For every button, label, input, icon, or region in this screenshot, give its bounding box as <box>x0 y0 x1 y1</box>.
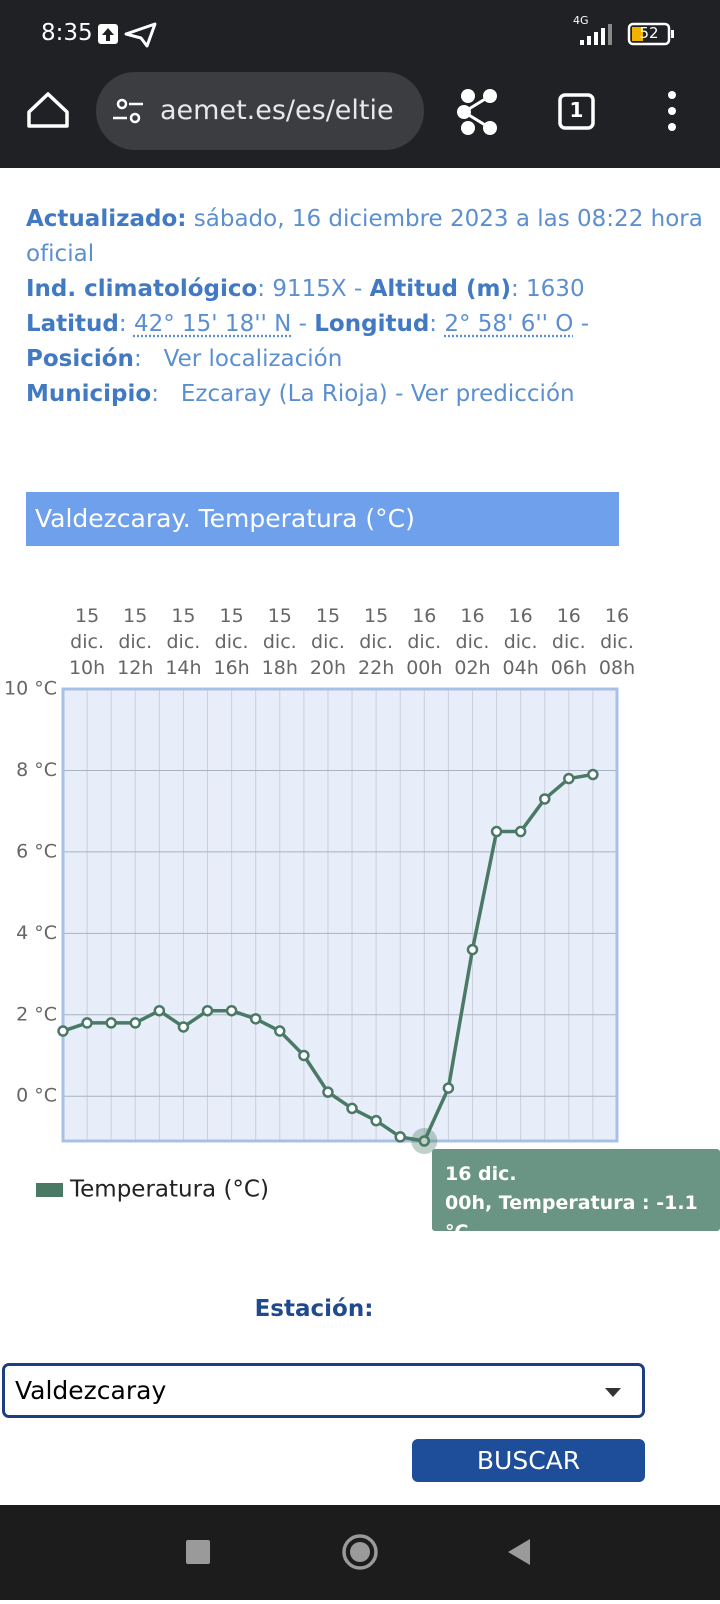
x-tick-label: 16 dic. 02h <box>450 603 494 681</box>
x-tick-label: 15 dic. 16h <box>210 603 254 681</box>
data-point <box>444 1084 453 1093</box>
x-tick-label: 16 dic. 06h <box>547 603 591 681</box>
data-point <box>564 774 573 783</box>
data-point <box>516 827 525 836</box>
y-tick-label: 0 °C <box>16 1085 57 1107</box>
data-point <box>83 1018 92 1027</box>
data-point <box>203 1006 212 1015</box>
data-point <box>372 1116 381 1125</box>
data-point <box>155 1006 164 1015</box>
y-tick-label: 10 °C <box>4 678 57 700</box>
y-tick-label: 2 °C <box>16 1003 57 1025</box>
data-point <box>299 1051 308 1060</box>
x-tick-label: 15 dic. 14h <box>161 603 205 681</box>
data-point <box>107 1018 116 1027</box>
tooltip-line: 00h, Temperatura : -1.1 °C <box>445 1189 720 1247</box>
back-button[interactable] <box>508 1539 530 1565</box>
plot-area <box>63 689 617 1141</box>
station-label: Estación: <box>0 1296 628 1322</box>
data-point <box>540 794 549 803</box>
x-tick-label: 16 dic. 04h <box>499 603 543 681</box>
data-point <box>131 1018 140 1027</box>
data-point <box>59 1027 68 1036</box>
data-point <box>396 1132 405 1141</box>
y-tick-label: 4 °C <box>16 922 57 944</box>
x-tick-label: 15 dic. 20h <box>306 603 350 681</box>
legend-swatch <box>36 1183 63 1197</box>
y-tick-label: 8 °C <box>16 759 57 781</box>
select-value: Valdezcaray <box>15 1376 166 1405</box>
search-button[interactable]: BUSCAR <box>412 1439 645 1482</box>
y-tick-label: 6 °C <box>16 840 57 862</box>
recents-button[interactable] <box>186 1540 210 1564</box>
x-tick-label: 15 dic. 10h <box>65 603 109 681</box>
data-point <box>179 1022 188 1031</box>
x-tick-label: 15 dic. 18h <box>258 603 302 681</box>
data-point <box>323 1088 332 1097</box>
data-point <box>588 770 597 779</box>
x-tick-label: 15 dic. 22h <box>354 603 398 681</box>
tooltip: 16 dic. 00h, Temperatura : -1.1 °C <box>432 1149 720 1231</box>
data-point <box>348 1104 357 1113</box>
station-select[interactable]: Valdezcaray <box>2 1363 645 1418</box>
x-tick-label: 15 dic. 12h <box>113 603 157 681</box>
legend-label: Temperatura (°C) <box>69 1177 269 1203</box>
dropdown-arrow <box>605 1388 621 1398</box>
data-point <box>251 1014 260 1023</box>
data-point <box>227 1006 236 1015</box>
tooltip-line: 16 dic. <box>445 1160 720 1189</box>
nav-icons <box>0 1505 720 1600</box>
data-point <box>468 945 477 954</box>
nav-bar <box>0 1505 720 1600</box>
x-tick-label: 16 dic. 08h <box>595 603 639 681</box>
data-point <box>275 1027 284 1036</box>
data-point <box>492 827 501 836</box>
x-tick-label: 16 dic. 00h <box>402 603 446 681</box>
